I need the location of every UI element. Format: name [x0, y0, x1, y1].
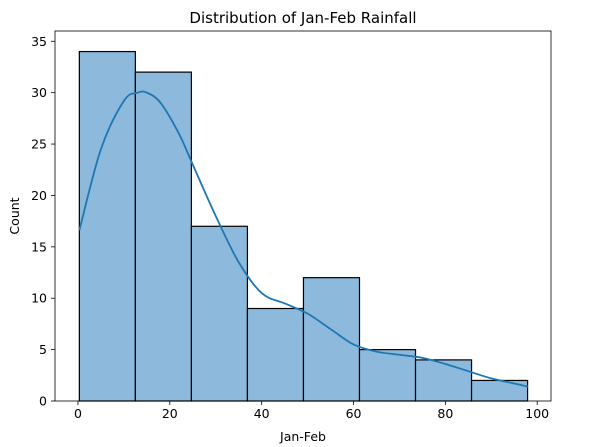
y-tick-label: 5: [39, 342, 47, 357]
x-tick-label: 40: [254, 406, 270, 421]
x-tick-label: 20: [162, 406, 178, 421]
y-tick-label: 20: [31, 188, 47, 203]
chart-title: Distribution of Jan-Feb Rainfall: [189, 9, 416, 27]
histogram-bar-8: [470, 379, 529, 402]
y-tick-label: 30: [31, 85, 47, 100]
y-axis-ticks: 0 5 10 15 20 25 30 35: [31, 34, 55, 409]
y-tick-label: 15: [31, 239, 47, 254]
histogram-bar-5: [302, 277, 361, 402]
histogram-bar-7: [414, 359, 473, 402]
x-tick-label: 0: [74, 406, 82, 421]
histogram-bar-1: [78, 50, 136, 402]
kde-curve: [78, 90, 529, 388]
x-axis-ticks: 0 20 40 60 80 100: [74, 401, 549, 421]
y-tick-label: 35: [31, 34, 47, 49]
y-tick-label: 0: [39, 394, 47, 409]
y-tick-label: 10: [31, 291, 47, 306]
y-tick-label: 25: [31, 137, 47, 152]
x-axis-label: Jan-Feb: [279, 429, 326, 444]
plot-frame: [54, 30, 552, 402]
y-axis-label: Count: [7, 197, 22, 234]
histogram-bar-4: [246, 307, 305, 402]
histogram-bars: [78, 50, 529, 402]
x-tick-label: 80: [437, 406, 453, 421]
histogram-bar-2: [134, 71, 192, 402]
kde-curve-layer: [78, 90, 529, 388]
histogram-bar-3: [190, 225, 249, 402]
x-tick-label: 100: [525, 406, 549, 421]
histogram-bar-6: [358, 349, 417, 402]
x-tick-label: 60: [346, 406, 362, 421]
